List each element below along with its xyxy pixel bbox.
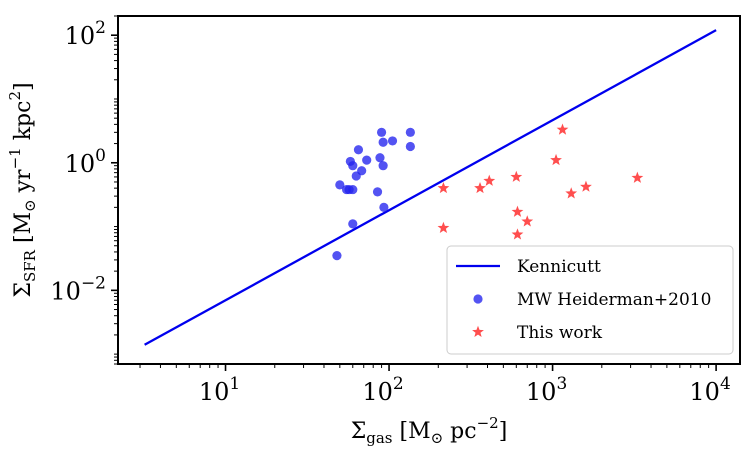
y-tick-label-0-base: 10 — [50, 277, 81, 305]
this-work-point-4 — [510, 170, 523, 182]
x-tick-label-0-exponent: 1 — [229, 374, 240, 394]
heiderman-point-11 — [372, 187, 383, 197]
y-axis-label-symbol: Σ — [11, 282, 36, 298]
x-tick-label-2-exponent: 3 — [556, 374, 567, 394]
x-tick-label-1-base: 10 — [362, 378, 393, 406]
y-axis-label-superscript-2: 2 — [6, 91, 24, 101]
this-work-point-7 — [521, 215, 534, 227]
x-axis-label: Σgas [M⊙ pc−2] — [351, 414, 508, 447]
this-work-point-8 — [550, 153, 562, 166]
this-work-point-12 — [631, 171, 644, 183]
legend-circle-icon — [473, 294, 483, 304]
legend-box — [446, 245, 734, 355]
y-axis-label-sun: ⊙ — [21, 199, 39, 212]
plot-frame — [117, 15, 741, 365]
x-axis-label-symbol: Σ — [351, 419, 367, 444]
x-axis-label-text-a: [M — [393, 419, 431, 444]
heiderman-point-17 — [387, 136, 398, 146]
x-axis-label-superscript: −2 — [477, 414, 499, 432]
y-tick-label-2-base: 10 — [65, 22, 96, 50]
x-axis-label-subscript: gas — [366, 429, 392, 447]
heiderman-point-0 — [332, 251, 342, 261]
y-axis-label-text-d: ] — [11, 82, 36, 91]
y-axis-label-subscript: SFR — [21, 249, 39, 282]
y-axis-label-text-c: kpc — [11, 101, 36, 148]
kennicutt-line — [144, 29, 717, 346]
y-axis-label: ΣSFR [M⊙ yr−1 kpc2] — [6, 82, 39, 297]
y-tick-label-0-exponent: −2 — [81, 273, 106, 293]
x-tick-label-0-base: 10 — [199, 378, 230, 406]
x-tick-label-3-exponent: 4 — [720, 374, 731, 394]
y-tick-label-2: 102 — [65, 18, 106, 50]
x-tick-label-2-base: 10 — [526, 378, 557, 406]
heiderman-point-12 — [375, 153, 385, 163]
x-axis-label-text-b: pc — [443, 419, 476, 444]
legend-label-0: Kennicutt — [517, 257, 601, 277]
heiderman-point-13 — [378, 137, 388, 147]
y-tick-label-1-exponent: 0 — [95, 146, 106, 166]
legend-label-2: This work — [517, 323, 603, 343]
this-work-point-1 — [437, 221, 450, 233]
this-work-point-6 — [511, 228, 524, 240]
x-tick-label-3-base: 10 — [689, 378, 720, 406]
this-work-point-11 — [580, 180, 592, 192]
legend-star-icon — [472, 325, 484, 338]
heiderman-point-15 — [378, 161, 388, 171]
heiderman-point-8 — [353, 145, 364, 155]
heiderman-point-9 — [357, 166, 367, 176]
y-tick-label-0: 10−2 — [50, 273, 106, 305]
heiderman-point-18 — [405, 127, 415, 137]
plot-area — [144, 29, 717, 346]
heiderman-point-4 — [348, 219, 358, 229]
legend: Kennicutt MW Heiderman+2010 This work — [446, 245, 734, 355]
legend-label-1: MW Heiderman+2010 — [517, 290, 711, 310]
heiderman-point-6 — [348, 161, 358, 171]
x-tick-label-0: 101 — [199, 374, 240, 406]
x-axis: 101 102 103 104 — [139, 364, 731, 406]
this-work-point-5 — [511, 205, 524, 217]
x-tick-label-2: 103 — [526, 374, 567, 406]
heiderman-point-19 — [405, 141, 415, 152]
x-axis-label-text-c: ] — [499, 419, 508, 444]
x-tick-label-3: 104 — [689, 374, 730, 406]
heiderman-point-20 — [348, 184, 358, 195]
y-axis-label-superscript-1: −1 — [6, 147, 24, 169]
this-work-point-9 — [556, 123, 569, 135]
x-tick-label-1-exponent: 2 — [393, 374, 404, 394]
y-tick-label-2-exponent: 2 — [95, 18, 106, 38]
heiderman-point-10 — [362, 155, 372, 165]
heiderman-point-1 — [335, 180, 345, 190]
y-axis-label-text-a: [M — [11, 212, 36, 250]
x-tick-label-1: 102 — [362, 374, 403, 406]
y-axis-label-text-b: yr — [11, 169, 36, 199]
heiderman-point-16 — [379, 202, 389, 212]
y-tick-label-1-base: 10 — [65, 150, 96, 178]
x-axis-label-sun: ⊙ — [431, 429, 444, 447]
this-work-point-10 — [565, 187, 578, 199]
this-work-point-0 — [437, 181, 450, 194]
this-work-point-2 — [474, 181, 486, 194]
this-work-point-3 — [483, 174, 496, 186]
heiderman-point-14 — [376, 127, 387, 137]
y-tick-label-1: 100 — [65, 146, 106, 178]
